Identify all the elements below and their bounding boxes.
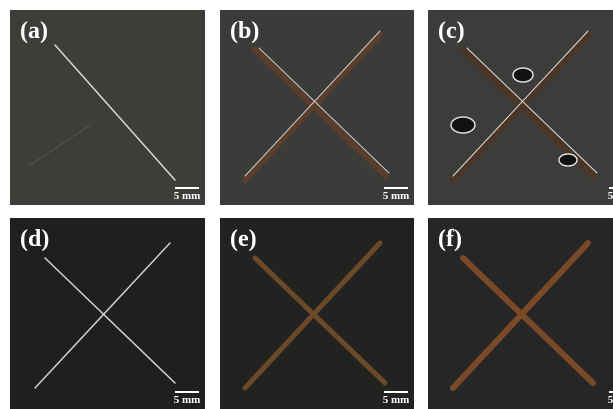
panel-label: (e) xyxy=(230,226,257,253)
droplet xyxy=(513,68,533,82)
scale-text: 5 mm xyxy=(174,394,201,406)
scratch-line xyxy=(45,258,175,383)
scale-line xyxy=(175,391,199,393)
droplet xyxy=(451,117,475,133)
panel-label: (a) xyxy=(20,18,48,45)
photo-panel: (f) 5 mm xyxy=(428,218,613,409)
panel-label: (d) xyxy=(20,226,49,253)
panel-label: (b) xyxy=(230,18,259,45)
scale-text: 5 mm xyxy=(608,394,613,406)
photo-panel: (d) 5 mm xyxy=(10,218,205,409)
scale-line xyxy=(384,391,408,393)
scale-text: 5 mm xyxy=(383,190,410,202)
figure: (a) 5 mm (b) 5 mm (c) 5 mm (d) 5 mm (e) 5 mm (f) 5 … xyxy=(0,0,613,409)
scale-bar: 5 mm xyxy=(382,187,410,202)
scratch-line xyxy=(255,50,385,175)
scale-line xyxy=(384,187,408,189)
photo-panel: (e) 5 mm xyxy=(220,218,414,409)
scratch-line xyxy=(55,45,175,180)
scale-text: 5 mm xyxy=(174,190,201,202)
scratch-line xyxy=(35,243,170,388)
photo-panel: (b) 5 mm xyxy=(220,10,414,205)
scale-line xyxy=(175,187,199,189)
scratch-line xyxy=(463,258,593,383)
scale-text: 5 mm xyxy=(608,190,613,202)
scale-line xyxy=(609,187,613,189)
scale-bar: 5 mm xyxy=(382,391,410,406)
scratch-line xyxy=(255,258,385,383)
droplet xyxy=(559,154,577,166)
panel-label: (c) xyxy=(438,18,465,45)
scratch-line xyxy=(467,48,597,173)
photo-panel: (c) 5 mm xyxy=(428,10,613,205)
photo-panel: (a) 5 mm xyxy=(10,10,205,205)
scale-bar: 5 mm xyxy=(607,187,613,202)
scratch-line xyxy=(259,48,389,173)
scratch-line xyxy=(30,125,90,165)
scale-bar: 5 mm xyxy=(173,391,201,406)
scale-text: 5 mm xyxy=(383,394,410,406)
scale-bar: 5 mm xyxy=(173,187,201,202)
panel-label: (f) xyxy=(438,226,462,253)
scale-line xyxy=(609,391,613,393)
scale-bar: 5 mm xyxy=(607,391,613,406)
